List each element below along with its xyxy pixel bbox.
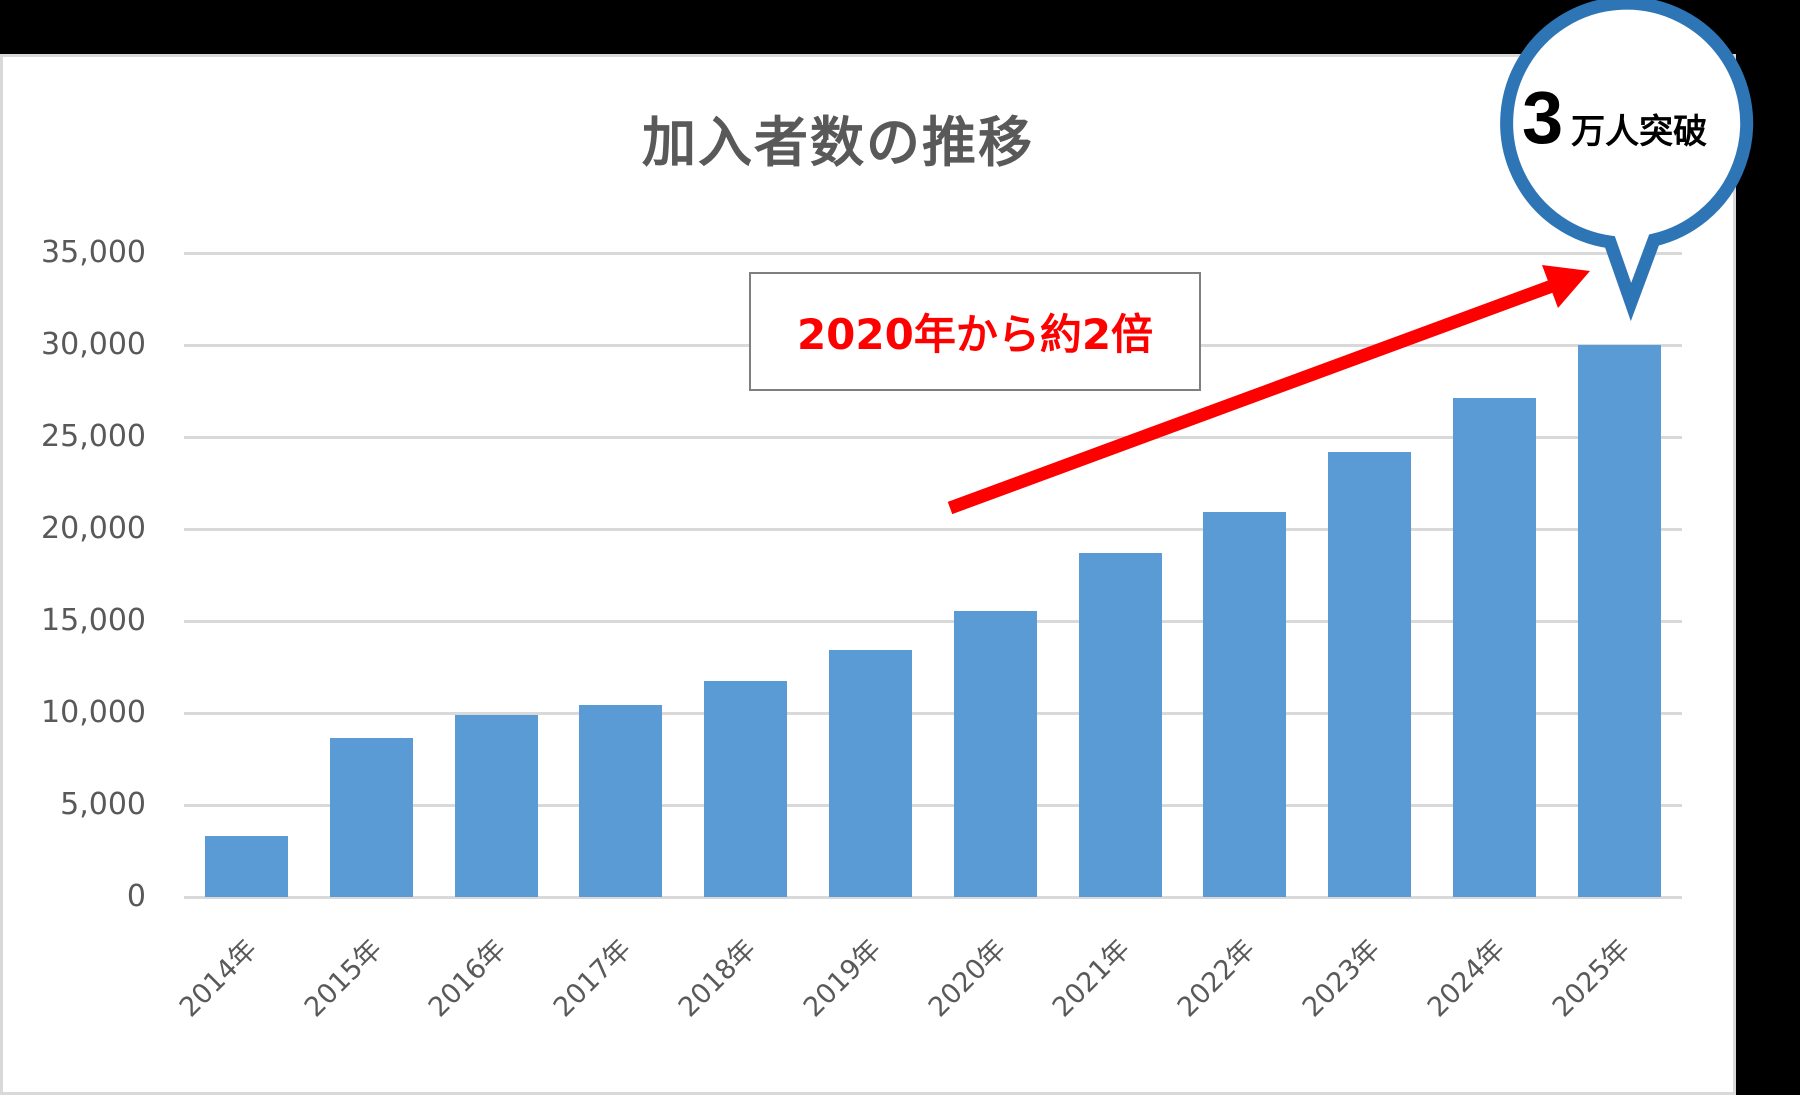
gridline: [184, 251, 1682, 255]
bar-2019: [829, 650, 912, 897]
bar-2022: [1203, 511, 1287, 897]
gridline: [184, 619, 1682, 623]
callout-bubble-icon: [1500, 0, 1754, 322]
callout-number: 3: [1522, 76, 1564, 159]
gridline: [184, 895, 1682, 899]
y-axis-tick-label: 30,000: [41, 327, 146, 362]
bar-2020: [953, 610, 1037, 897]
chart-title: 加入者数の推移: [642, 111, 1034, 174]
bar-2017: [579, 704, 663, 897]
bar-2016: [454, 714, 538, 897]
gridline: [184, 435, 1682, 439]
gridline: [184, 803, 1682, 807]
y-axis-tick-label: 35,000: [41, 235, 146, 270]
annotation-box: 2020年から約2倍: [749, 272, 1201, 391]
y-axis-tick-label: 20,000: [41, 511, 146, 546]
annotation-text: 2020年から約2倍: [796, 310, 1154, 359]
bar-2025: [1577, 345, 1661, 897]
bar-2018: [704, 680, 788, 897]
growth-arrow-icon: [947, 265, 1590, 515]
bar-2023: [1328, 451, 1412, 897]
bar-2014: [205, 836, 288, 897]
gridline: [184, 711, 1682, 715]
y-axis-tick-label: 15,000: [41, 603, 146, 638]
callout-label: 万人突破: [1571, 112, 1708, 152]
bar-2021: [1078, 552, 1162, 897]
y-axis-tick-label: 0: [126, 879, 146, 914]
callout-text: 3 万人突破: [1522, 76, 1708, 159]
chart-panel: [0, 54, 1736, 1095]
y-axis-tick-label: 5,000: [60, 787, 146, 822]
bar-2024: [1453, 398, 1536, 897]
bar-2015: [329, 737, 413, 897]
y-axis-tick-label: 10,000: [41, 695, 146, 730]
y-axis-tick-label: 25,000: [41, 419, 146, 454]
gridline: [184, 527, 1682, 531]
